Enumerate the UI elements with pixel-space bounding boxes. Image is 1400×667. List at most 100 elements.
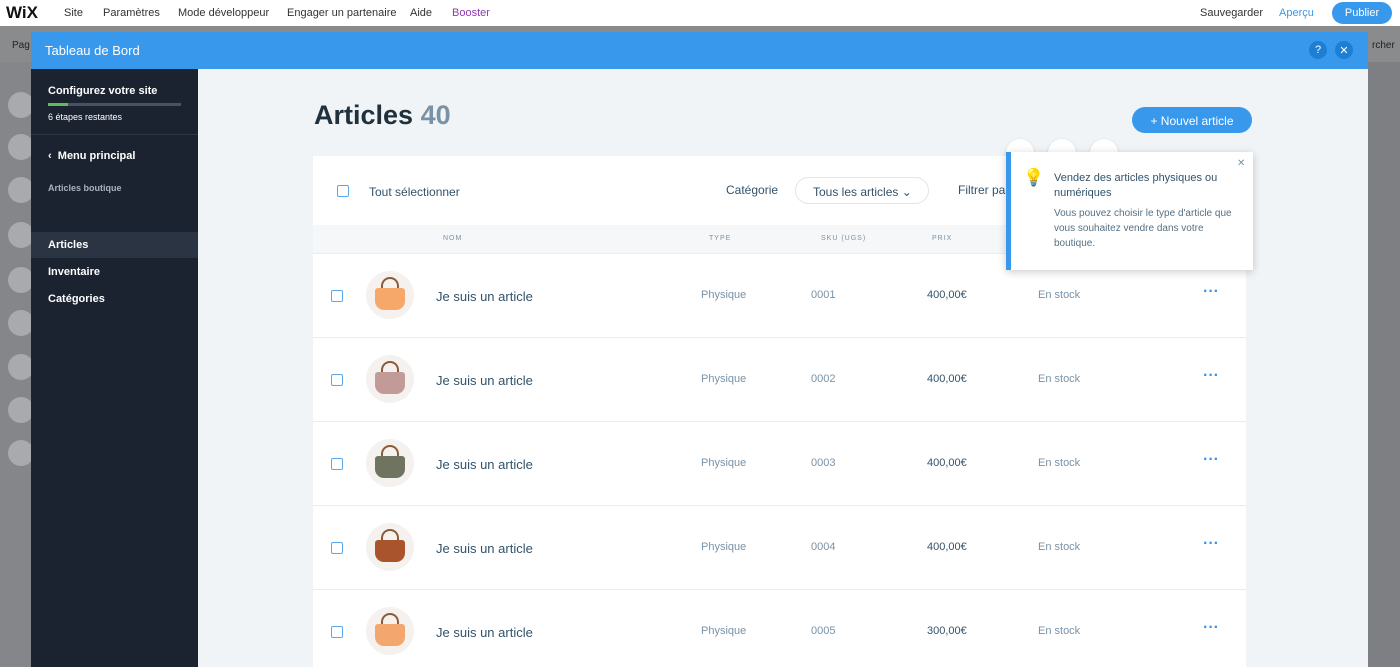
tool-icon[interactable]	[8, 397, 34, 423]
close-button[interactable]: ✕	[1335, 41, 1353, 59]
modal-header: Tableau de Bord ? ✕	[31, 32, 1368, 69]
product-sku: 0004	[811, 541, 836, 553]
bag-body	[375, 372, 405, 394]
bag-body	[375, 540, 405, 562]
row-menu[interactable]: ···	[1203, 283, 1219, 300]
tool-icon[interactable]	[8, 222, 34, 248]
product-stock: En stock	[1038, 541, 1081, 553]
publish-button[interactable]: Publier	[1332, 2, 1392, 24]
category-select[interactable]: Tous les articles ⌄	[795, 177, 929, 204]
row-checkbox[interactable]	[331, 626, 343, 638]
row-menu[interactable]: ···	[1203, 451, 1219, 468]
modal-title: Tableau de Bord	[45, 43, 140, 58]
product-stock: En stock	[1038, 289, 1081, 301]
category-value: Tous les articles	[813, 185, 899, 199]
tool-icon[interactable]	[8, 134, 34, 160]
column-header: SKU (UGS)	[821, 235, 867, 242]
menu-link[interactable]: Articles	[31, 232, 198, 258]
product-name: Je suis un article	[436, 289, 533, 304]
table-row[interactable]: Je suis un article Physique 0001 400,00€ En …	[313, 253, 1246, 337]
table-row[interactable]: Je suis un article Physique 0002 400,00€ En …	[313, 337, 1246, 421]
row-menu[interactable]: ···	[1203, 535, 1219, 552]
product-sku: 0003	[811, 457, 836, 469]
product-image	[366, 523, 414, 571]
category-label: Catégorie	[726, 183, 779, 197]
product-price: 400,00€	[927, 541, 967, 553]
product-name: Je suis un article	[436, 625, 533, 640]
product-price: 400,00€	[927, 373, 967, 385]
product-type: Physique	[701, 541, 747, 553]
menu-item[interactable]: Booster	[452, 7, 490, 19]
product-stock: En stock	[1038, 373, 1081, 385]
tip-icon: 💡	[1023, 168, 1045, 187]
menu-item[interactable]: Paramètres	[103, 7, 160, 19]
filter-label[interactable]: Filtrer pa	[958, 183, 1006, 197]
select-all-label[interactable]: Tout sélectionner	[369, 185, 460, 199]
editor-left-text: Pag	[12, 40, 30, 51]
product-type: Physique	[701, 373, 747, 385]
menu-item[interactable]: Engager un partenaire	[287, 7, 397, 19]
setup-title[interactable]: Configurez votre site	[48, 85, 158, 97]
tool-icon[interactable]	[8, 92, 34, 118]
bag-handle	[381, 529, 399, 543]
tool-icon[interactable]	[8, 267, 34, 293]
save-link[interactable]: Sauvegarder	[1200, 7, 1263, 19]
product-sku: 0005	[811, 625, 836, 637]
product-sku: 0001	[811, 289, 836, 301]
select-all-checkbox[interactable]	[337, 185, 349, 197]
bag-body	[375, 456, 405, 478]
editor-right-text: rcher	[1372, 40, 1395, 51]
column-header: NOM	[443, 235, 463, 242]
bag-body	[375, 288, 405, 310]
page-title: Articles 40	[314, 100, 451, 131]
menu-item[interactable]: Aide	[410, 7, 433, 19]
bag-handle	[381, 613, 399, 627]
articles-table: Tout sélectionner Catégorie Tous les art…	[313, 156, 1246, 667]
section-label: Articles boutique	[48, 183, 122, 193]
tool-icon[interactable]	[8, 177, 34, 203]
product-price: 400,00€	[927, 457, 967, 469]
menu-item[interactable]: Mode développeur	[178, 7, 270, 19]
product-image	[366, 271, 414, 319]
new-article-button[interactable]: + Nouvel article	[1132, 107, 1252, 133]
menu-item[interactable]: Site	[64, 7, 83, 19]
bag-handle	[381, 361, 399, 375]
help-button[interactable]: ?	[1309, 41, 1327, 59]
top-bar: WiX Sauvegarder Aperçu Publier Site Param…	[0, 0, 1400, 26]
sidebar: Configurez votre site 6 étapes restantes…	[31, 69, 198, 667]
row-checkbox[interactable]	[331, 542, 343, 554]
back-link[interactable]: ‹ Menu principal	[48, 150, 136, 162]
product-image	[366, 439, 414, 487]
product-price: 400,00€	[927, 289, 967, 301]
product-sku: 0002	[811, 373, 836, 385]
menu-link[interactable]: Catégories	[48, 293, 105, 305]
row-menu[interactable]: ···	[1203, 619, 1219, 636]
editor-toolbar	[0, 62, 34, 667]
product-image	[366, 355, 414, 403]
tool-icon[interactable]	[8, 440, 34, 466]
table-row[interactable]: Je suis un article Physique 0004 400,00€ En …	[313, 505, 1246, 589]
tooltip-close[interactable]: ✕	[1237, 158, 1246, 169]
preview-link[interactable]: Aperçu	[1279, 7, 1314, 19]
bag-handle	[381, 445, 399, 459]
product-type: Physique	[701, 625, 747, 637]
row-checkbox[interactable]	[331, 374, 343, 386]
column-header: PRIX	[932, 235, 953, 242]
table-row[interactable]: Je suis un article Physique 0005 300,00€ En …	[313, 589, 1246, 667]
logo[interactable]: WiX	[6, 3, 38, 22]
bag-handle	[381, 277, 399, 291]
dashboard-modal: Tableau de Bord ? ✕ Configurez votre sit…	[31, 32, 1368, 667]
row-checkbox[interactable]	[331, 290, 343, 302]
product-name: Je suis un article	[436, 457, 533, 472]
row-checkbox[interactable]	[331, 458, 343, 470]
count: 40	[420, 100, 451, 130]
tooltip: 💡 ✕ Vendez des articles physiques ou num…	[1006, 152, 1253, 270]
menu-link[interactable]: Inventaire	[48, 266, 100, 278]
table-row[interactable]: Je suis un article Physique 0003 400,00€ En …	[313, 421, 1246, 505]
tool-icon[interactable]	[8, 354, 34, 380]
row-menu[interactable]: ···	[1203, 367, 1219, 384]
tool-icon[interactable]	[8, 310, 34, 336]
bag-body	[375, 624, 405, 646]
